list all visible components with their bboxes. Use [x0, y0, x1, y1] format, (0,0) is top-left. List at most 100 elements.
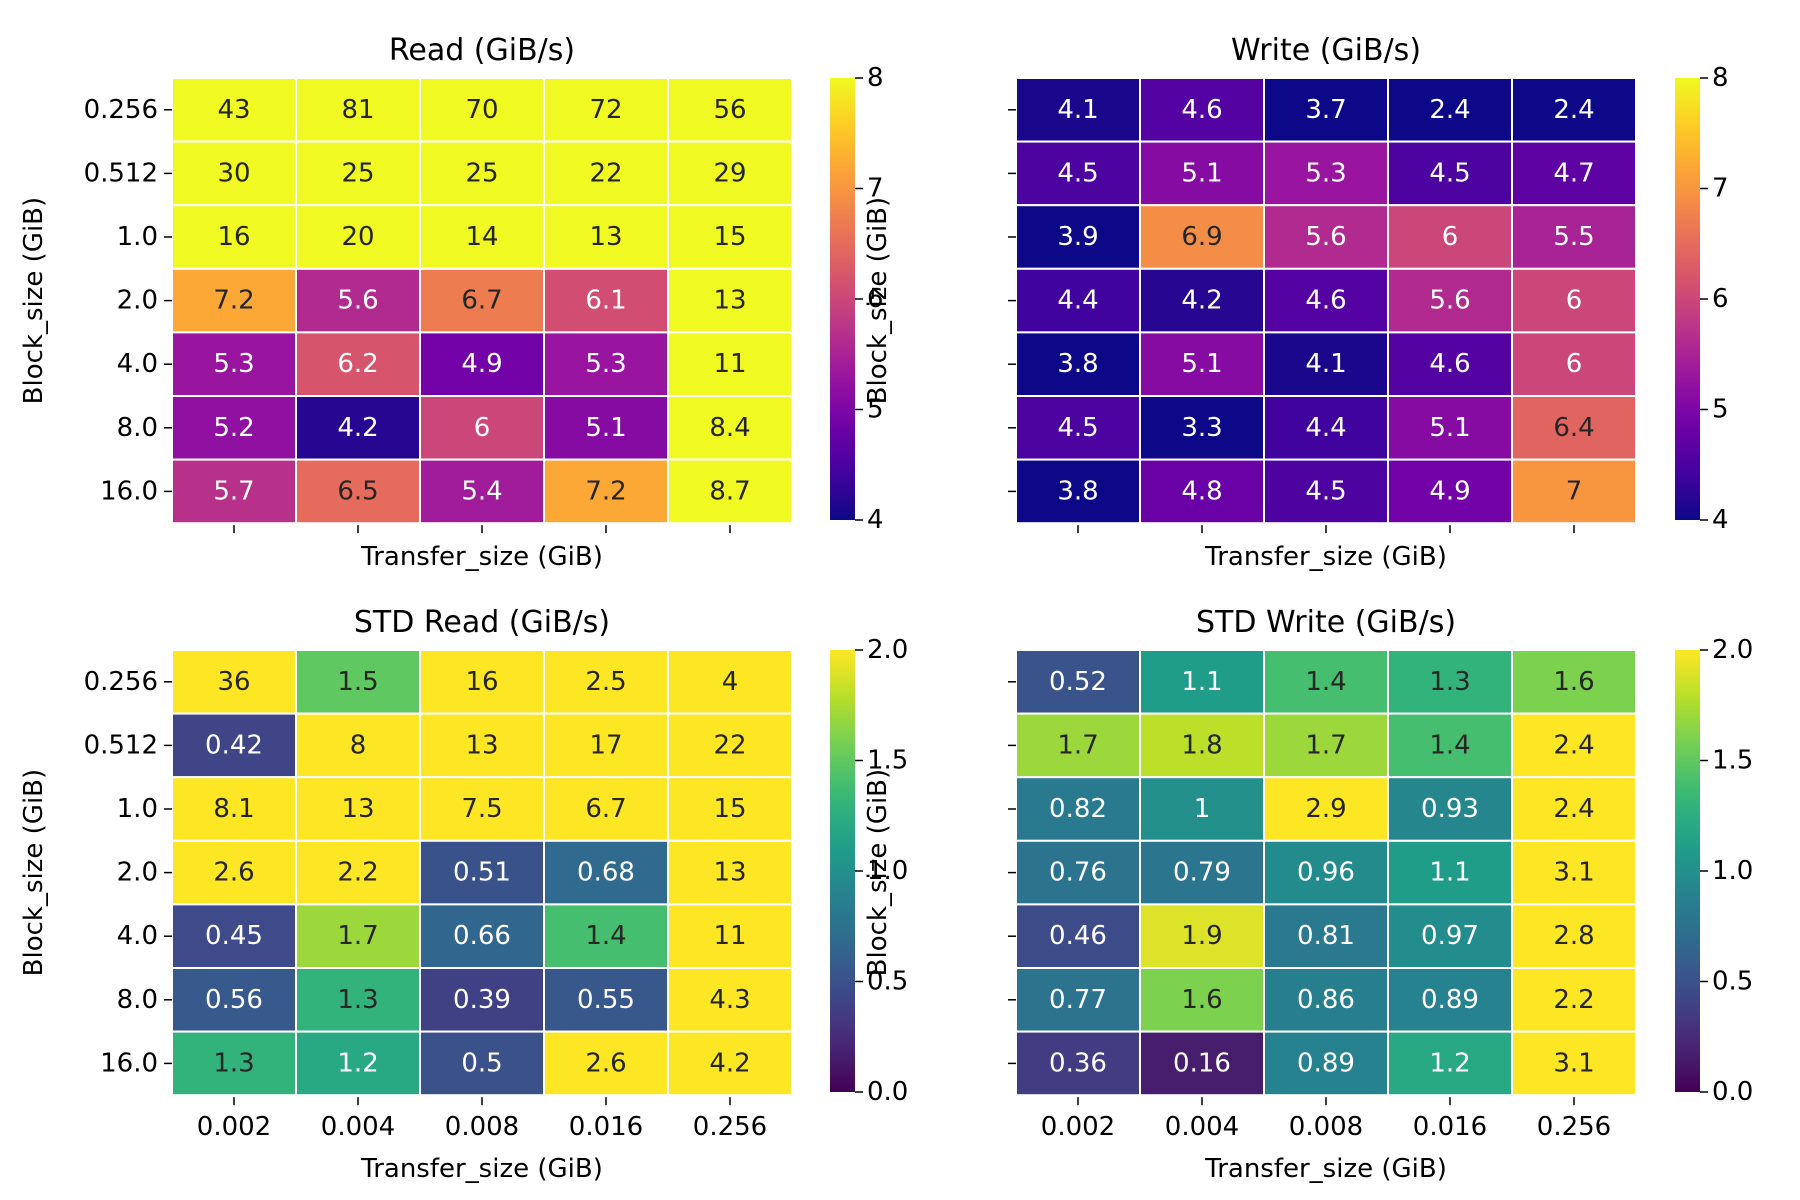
heatmap-cell [295, 1030, 421, 1097]
y-tick-label: 8.0 [117, 413, 158, 443]
heatmap-cell [667, 649, 793, 715]
cell-value-label: 1.1 [1429, 858, 1470, 888]
colorbar-tick-label: 8 [867, 63, 884, 93]
heatmap-cell [1387, 458, 1513, 525]
heatmap-cell [1015, 776, 1141, 842]
heatmap-cell [667, 1030, 793, 1097]
heatmap-cell [1511, 1030, 1637, 1097]
heatmap-cell [295, 649, 421, 715]
cell-value-label: 4.9 [461, 349, 502, 379]
cell-value-label: 8.7 [709, 476, 750, 506]
y-tick-label: 4.0 [117, 921, 158, 951]
x-tick-label: 0.004 [1165, 1112, 1239, 1142]
heatmap-panel-4: 0.52 1.1 1.4 1.3 1.6 1.7 1.8 1.7 1.4 2.4 0.82 1 2.9 0… [863, 605, 1753, 1184]
cell-value-label: 2.2 [337, 858, 378, 888]
cell-value-label: 0.93 [1421, 794, 1479, 824]
heatmap-cell [419, 395, 545, 461]
cell-value-label: 22 [713, 730, 746, 760]
cell-value-label: 5.7 [213, 476, 254, 506]
y-tick-label: 2.0 [117, 858, 158, 888]
cell-value-label: 29 [713, 158, 746, 188]
heatmap-cell [1511, 204, 1637, 270]
heatmap-cell [1139, 267, 1265, 334]
cell-value-label: 4.1 [1305, 349, 1346, 379]
chart-title: Read (GiB/s) [389, 33, 575, 68]
chart-title: Write (GiB/s) [1231, 33, 1421, 68]
cell-value-label: 4.4 [1057, 286, 1098, 316]
cell-value-label: 0.86 [1297, 985, 1355, 1015]
cell-value-label: 14 [465, 222, 498, 252]
heatmap-cell [295, 77, 421, 143]
heatmap-cell [543, 839, 669, 906]
cell-value-label: 13 [713, 286, 746, 316]
cell-value-label: 4.2 [709, 1048, 750, 1078]
heatmap-cell [419, 839, 545, 906]
cell-value-label: 2.4 [1553, 794, 1594, 824]
heatmap-cell [543, 712, 669, 779]
cell-value-label: 1.5 [337, 667, 378, 697]
heatmap-cell [1387, 649, 1513, 715]
heatmap-cell [1511, 267, 1637, 334]
heatmap-cell [419, 903, 545, 970]
cell-value-label: 13 [341, 794, 374, 824]
cell-value-label: 4.5 [1305, 476, 1346, 506]
cell-value-label: 0.81 [1297, 921, 1355, 951]
y-tick-label: 1.0 [117, 794, 158, 824]
heatmap-cell [543, 458, 669, 525]
cell-value-label: 0.52 [1049, 667, 1107, 697]
colorbar-tick-label: 1.5 [1712, 746, 1753, 776]
heatmap-cell [1387, 395, 1513, 461]
cell-value-label: 5.1 [1181, 349, 1222, 379]
heatmap-cell [1139, 903, 1265, 970]
cell-value-label: 8.1 [213, 794, 254, 824]
cell-value-label: 5.2 [213, 413, 254, 443]
heatmap-cell [171, 967, 297, 1033]
colorbar-tick-label: 1.0 [1712, 856, 1753, 886]
cell-value-label: 0.68 [577, 858, 635, 888]
heatmap-cell [1139, 712, 1265, 779]
colorbar-tick-label: 2.0 [867, 635, 908, 665]
cell-value-label: 13 [589, 222, 622, 252]
cell-value-label: 81 [341, 95, 374, 125]
colorbar [1675, 650, 1700, 1092]
cell-value-label: 6.4 [1553, 413, 1594, 443]
cell-value-label: 1.7 [1057, 730, 1098, 760]
cell-value-label: 56 [713, 95, 746, 125]
cell-value-label: 0.76 [1049, 858, 1107, 888]
cell-value-label: 25 [341, 158, 374, 188]
heatmap-cell [171, 1030, 297, 1097]
cell-value-label: 2.6 [213, 858, 254, 888]
cell-value-label: 5.3 [585, 349, 626, 379]
cell-value-label: 1.3 [213, 1048, 254, 1078]
x-tick-label: 0.016 [1413, 1112, 1487, 1142]
y-tick-label: 0.256 [84, 95, 158, 125]
cell-value-label: 6 [1566, 349, 1583, 379]
colorbar-tick-label: 0.0 [1712, 1077, 1753, 1107]
cell-value-label: 2.2 [1553, 985, 1594, 1015]
cell-value-label: 4.1 [1057, 95, 1098, 125]
y-axis-label: Block_size (GiB) [863, 197, 893, 405]
cell-value-label: 4.8 [1181, 476, 1222, 506]
cell-value-label: 6 [1442, 222, 1459, 252]
cell-value-label: 17 [589, 730, 622, 760]
cell-value-label: 1.4 [1305, 667, 1346, 697]
cell-value-label: 0.56 [205, 985, 263, 1015]
heatmap-cell [1015, 712, 1141, 779]
cell-value-label: 0.82 [1049, 794, 1107, 824]
cell-value-label: 4.5 [1057, 158, 1098, 188]
heatmap-cell [543, 903, 669, 970]
x-tick-label: 0.004 [321, 1112, 395, 1142]
cell-value-label: 5.3 [1305, 158, 1346, 188]
colorbar-tick-label: 0.0 [867, 1077, 908, 1107]
heatmap-cell [295, 776, 421, 842]
y-tick-label: 16.0 [100, 1048, 158, 1078]
colorbar-tick-label: 8 [1712, 63, 1729, 93]
cell-value-label: 2.6 [585, 1048, 626, 1078]
cell-value-label: 7 [1566, 476, 1583, 506]
cell-value-label: 1 [1194, 794, 1211, 824]
y-axis-label: Block_size (GiB) [863, 769, 893, 977]
heatmap-cell [419, 267, 545, 334]
colorbar-tick-label: 5 [867, 395, 884, 425]
cell-value-label: 0.55 [577, 985, 635, 1015]
